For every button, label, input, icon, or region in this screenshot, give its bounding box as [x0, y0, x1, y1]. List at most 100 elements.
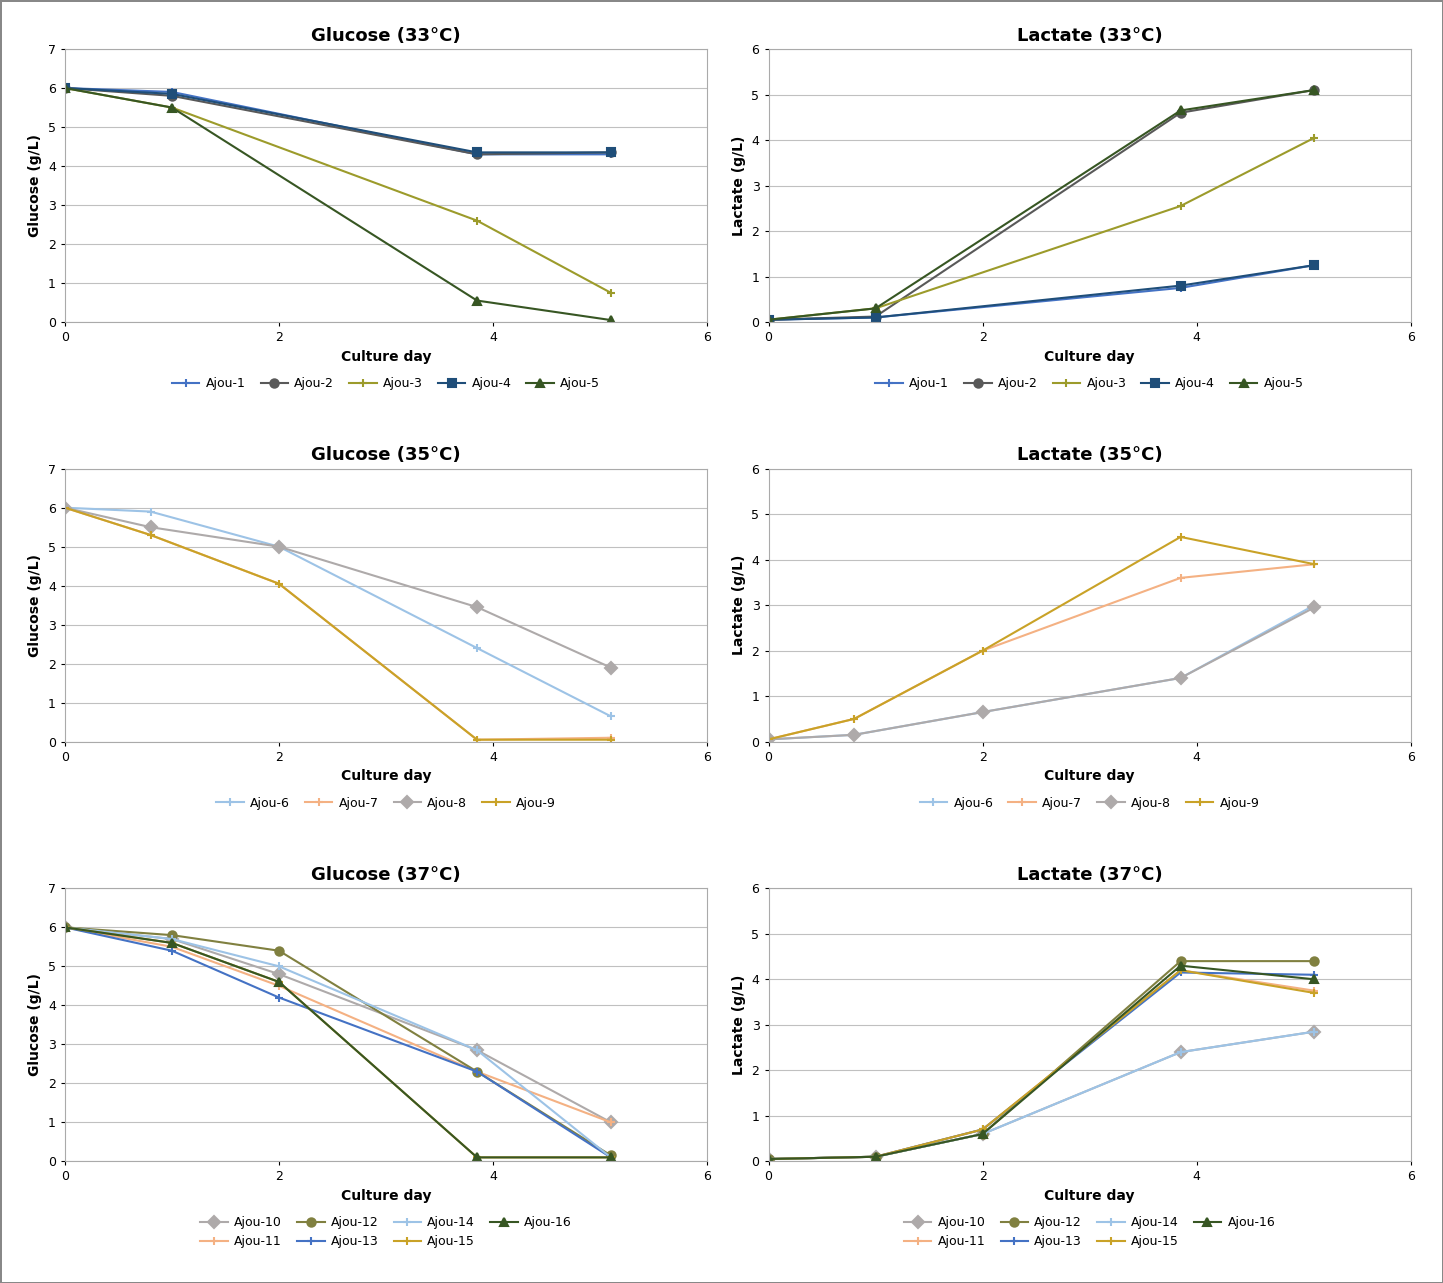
Ajou-14	[1172, 1044, 1189, 1060]
Ajou-8	[141, 520, 159, 535]
Ajou-9	[846, 711, 863, 726]
Ajou-6	[602, 708, 619, 724]
Ajou-1	[1172, 280, 1189, 295]
Ajou-3	[1172, 199, 1189, 214]
Ajou-4	[469, 145, 486, 160]
Ajou-7	[602, 730, 619, 745]
Ajou-15	[1172, 962, 1189, 978]
Ajou-10	[469, 1043, 486, 1058]
Line: Ajou-2: Ajou-2	[61, 83, 615, 159]
Line: Ajou-11: Ajou-11	[61, 924, 615, 1126]
Ajou-14	[56, 920, 74, 935]
Ajou-1	[163, 85, 180, 100]
Ajou-13	[760, 1151, 778, 1166]
Ajou-3	[602, 285, 619, 300]
Ajou-10	[163, 931, 180, 947]
Ajou-2	[1306, 82, 1323, 98]
Legend: Ajou-1, Ajou-2, Ajou-3, Ajou-4, Ajou-5: Ajou-1, Ajou-2, Ajou-3, Ajou-4, Ajou-5	[167, 372, 605, 395]
Ajou-15	[270, 974, 287, 989]
Ajou-6	[974, 704, 991, 720]
Line: Ajou-1: Ajou-1	[765, 260, 1319, 323]
Ajou-9	[141, 527, 159, 543]
Line: Ajou-12: Ajou-12	[765, 957, 1319, 1164]
Line: Ajou-14: Ajou-14	[765, 1028, 1319, 1164]
Line: Ajou-3: Ajou-3	[61, 83, 615, 296]
Ajou-8	[1172, 670, 1189, 685]
Ajou-10	[974, 1126, 991, 1142]
Ajou-13	[1306, 967, 1323, 983]
Line: Ajou-15: Ajou-15	[765, 966, 1319, 1164]
Ajou-11	[760, 1151, 778, 1166]
Line: Ajou-1: Ajou-1	[61, 83, 615, 159]
Ajou-10	[602, 1115, 619, 1130]
Ajou-1	[602, 146, 619, 162]
Legend: Ajou-6, Ajou-7, Ajou-8, Ajou-9: Ajou-6, Ajou-7, Ajou-8, Ajou-9	[915, 792, 1264, 815]
Ajou-16	[270, 974, 287, 989]
Ajou-15	[1306, 985, 1323, 1001]
Ajou-4	[56, 81, 74, 96]
Ajou-1	[867, 309, 885, 325]
Ajou-13	[163, 943, 180, 958]
Ajou-1	[469, 146, 486, 162]
Ajou-7	[974, 643, 991, 658]
Ajou-11	[1172, 962, 1189, 978]
Ajou-12	[1172, 953, 1189, 969]
Line: Ajou-12: Ajou-12	[61, 924, 615, 1160]
Ajou-2	[56, 81, 74, 96]
Ajou-14	[163, 931, 180, 947]
Ajou-5	[1172, 103, 1189, 118]
Line: Ajou-3: Ajou-3	[765, 133, 1319, 323]
Ajou-2	[1172, 105, 1189, 121]
Ajou-11	[602, 1115, 619, 1130]
Ajou-13	[1172, 965, 1189, 980]
Ajou-14	[760, 1151, 778, 1166]
Y-axis label: Lactate (g/L): Lactate (g/L)	[732, 135, 746, 236]
X-axis label: Culture day: Culture day	[1045, 1189, 1134, 1203]
Ajou-6	[1172, 670, 1189, 685]
Ajou-13	[867, 1150, 885, 1165]
Ajou-11	[163, 939, 180, 955]
Line: Ajou-8: Ajou-8	[765, 603, 1319, 744]
Ajou-15	[974, 1121, 991, 1137]
Ajou-9	[270, 576, 287, 591]
Ajou-3	[56, 81, 74, 96]
Line: Ajou-9: Ajou-9	[61, 503, 615, 744]
Ajou-10	[1172, 1044, 1189, 1060]
Ajou-3	[760, 312, 778, 327]
Ajou-9	[602, 733, 619, 748]
Ajou-11	[974, 1121, 991, 1137]
Title: Lactate (35°C): Lactate (35°C)	[1017, 446, 1163, 464]
Ajou-9	[469, 733, 486, 748]
Legend: Ajou-1, Ajou-2, Ajou-3, Ajou-4, Ajou-5: Ajou-1, Ajou-2, Ajou-3, Ajou-4, Ajou-5	[870, 372, 1309, 395]
Line: Ajou-9: Ajou-9	[765, 532, 1319, 744]
Line: Ajou-7: Ajou-7	[61, 503, 615, 744]
Ajou-10	[867, 1150, 885, 1165]
Title: Glucose (35°C): Glucose (35°C)	[312, 446, 460, 464]
Ajou-16	[974, 1126, 991, 1142]
Line: Ajou-13: Ajou-13	[765, 969, 1319, 1164]
Line: Ajou-13: Ajou-13	[61, 924, 615, 1161]
Ajou-9	[56, 500, 74, 516]
Ajou-12	[469, 1064, 486, 1079]
Ajou-11	[469, 1064, 486, 1079]
Ajou-4	[163, 86, 180, 101]
Ajou-5	[1306, 82, 1323, 98]
Ajou-7	[141, 527, 159, 543]
Ajou-5	[760, 312, 778, 327]
X-axis label: Culture day: Culture day	[341, 1189, 431, 1203]
Ajou-16	[163, 935, 180, 951]
Ajou-5	[56, 81, 74, 96]
Ajou-13	[974, 1121, 991, 1137]
Ajou-14	[469, 1043, 486, 1058]
Line: Ajou-6: Ajou-6	[765, 600, 1319, 744]
Line: Ajou-16: Ajou-16	[61, 924, 615, 1161]
Ajou-2	[163, 89, 180, 104]
Line: Ajou-4: Ajou-4	[61, 83, 615, 157]
Ajou-12	[163, 928, 180, 943]
Line: Ajou-14: Ajou-14	[61, 924, 615, 1161]
Ajou-4	[760, 312, 778, 327]
Y-axis label: Glucose (g/L): Glucose (g/L)	[29, 133, 42, 237]
Ajou-8	[1306, 599, 1323, 615]
Ajou-12	[56, 920, 74, 935]
Ajou-6	[1306, 598, 1323, 613]
